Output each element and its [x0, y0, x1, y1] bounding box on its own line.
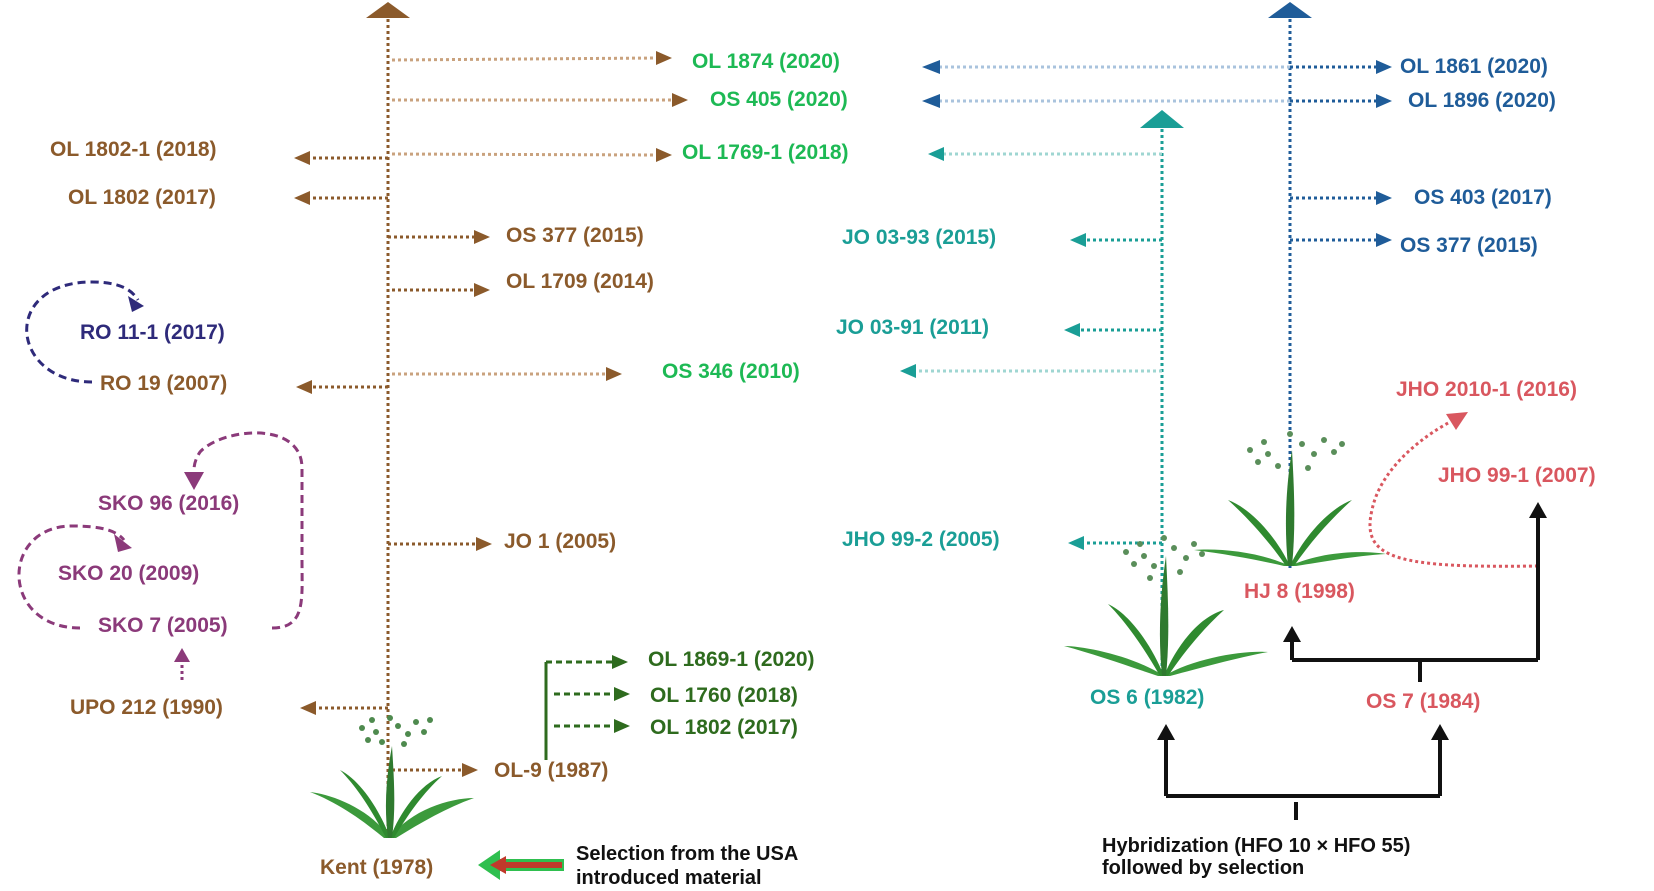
arrow-head-icon	[656, 51, 672, 65]
arrow-head-icon	[128, 296, 144, 312]
label-ol1874: OL 1874 (2020)	[692, 50, 840, 73]
label-jo03-93: JO 03-93 (2015)	[842, 226, 996, 249]
variety-labels: Kent (1978) OL-9 (1987) OL 1869-1 (2020)…	[50, 50, 1596, 879]
arrow-head-icon	[114, 534, 132, 552]
hj8-oat-plant-icon	[1194, 431, 1386, 566]
label-jho2010-1: JHO 2010-1 (2016)	[1396, 378, 1577, 401]
label-jho99-1: JHO 99-1 (2007)	[1438, 464, 1596, 487]
label-ol1709: OL 1709 (2014)	[506, 270, 654, 293]
arrow-head-icon	[606, 367, 622, 381]
arrow-head-icon	[612, 655, 628, 669]
label-kent: Kent (1978)	[320, 856, 433, 879]
arrow-head-icon	[184, 472, 204, 490]
label-os6: OS 6 (1982)	[1090, 686, 1204, 709]
arrow-head-icon	[294, 191, 310, 205]
selection-arrow-head-icon	[478, 850, 500, 880]
label-ol1769-1: OL 1769-1 (2018)	[682, 141, 849, 164]
label-jho99-2: JHO 99-2 (2005)	[842, 528, 1000, 551]
label-sko7: SKO 7 (2005)	[98, 614, 228, 637]
arrow-head-icon	[922, 60, 940, 74]
label-ol1802-1: OL 1802-1 (2018)	[50, 138, 217, 161]
arrow-head-icon	[300, 701, 316, 715]
arrow-head-icon	[1070, 233, 1086, 247]
label-ol1861: OL 1861 (2020)	[1400, 55, 1548, 78]
kent-oat-plant-icon	[310, 715, 474, 838]
hj8-trunk-arrow-head-icon	[1268, 2, 1312, 18]
label-os346: OS 346 (2010)	[662, 360, 800, 383]
arrow-head-icon	[462, 763, 478, 777]
arrow-head-icon	[614, 719, 630, 733]
label-os377-blue: OS 377 (2015)	[1400, 234, 1538, 257]
label-ol1869-1: OL 1869-1 (2020)	[648, 648, 815, 671]
arrow-head-icon	[296, 380, 312, 394]
notes: Selection from the USA introduced materi…	[576, 835, 1410, 889]
label-jo1: JO 1 (2005)	[504, 530, 616, 553]
arrow-head-icon	[1529, 502, 1547, 518]
arrow-head-icon	[614, 687, 630, 701]
label-sko20: SKO 20 (2009)	[58, 562, 199, 585]
label-ol1802: OL 1802 (2017)	[68, 186, 216, 209]
label-ol9: OL-9 (1987)	[494, 759, 608, 782]
arrow-head-icon	[900, 364, 916, 378]
arrow-head-icon	[474, 230, 490, 244]
label-sko96: SKO 96 (2016)	[98, 492, 239, 515]
arrow-head-icon	[928, 147, 944, 161]
arrow-head-icon	[294, 151, 310, 165]
arrow-head-icon	[1064, 323, 1080, 337]
arrow-head-icon	[1283, 626, 1301, 642]
label-hj8: HJ 8 (1998)	[1244, 580, 1355, 603]
arrow-head-icon	[1376, 94, 1392, 108]
os6-oat-plant-icon	[1064, 535, 1268, 676]
label-jo03-91: JO 03-91 (2011)	[836, 316, 989, 339]
arrow-head-icon	[656, 148, 672, 162]
label-ro19: RO 19 (2007)	[100, 372, 227, 395]
arrow-head-icon	[1157, 724, 1175, 740]
note-selection-line2: introduced material	[576, 867, 762, 889]
arrow-head-icon	[1376, 191, 1392, 205]
os6-trunk-arrow-head-icon	[1140, 110, 1184, 128]
note-hybrid-line1: Hybridization (HFO 10 × HFO 55)	[1102, 835, 1410, 857]
arrow-head-icon	[1376, 60, 1392, 74]
arrow-head-icon	[1068, 536, 1084, 550]
arrow-head-icon	[1431, 724, 1449, 740]
label-ol1802-darkgreen: OL 1802 (2017)	[650, 716, 798, 739]
arrow-head-icon	[672, 93, 688, 107]
arrow-head-icon	[922, 94, 940, 108]
arrow-head-icon	[1376, 233, 1392, 247]
arrow-head-icon	[474, 283, 490, 297]
note-selection-line1: Selection from the USA	[576, 843, 798, 865]
label-os403: OS 403 (2017)	[1414, 186, 1552, 209]
arrow-head-icon	[1446, 412, 1468, 430]
label-ol1760: OL 1760 (2018)	[650, 684, 798, 707]
label-os405: OS 405 (2020)	[710, 88, 848, 111]
note-hybrid-line2: followed by selection	[1102, 857, 1304, 879]
label-ol1896: OL 1896 (2020)	[1408, 89, 1556, 112]
kent-trunk-arrow-head-icon	[366, 2, 410, 18]
arrow-head-icon	[174, 648, 190, 662]
arrow-head-icon	[476, 537, 492, 551]
label-upo212: UPO 212 (1990)	[70, 696, 223, 719]
label-ro11-1: RO 11-1 (2017)	[80, 321, 225, 344]
label-os7: OS 7 (1984)	[1366, 690, 1480, 713]
connector-lines	[17, 2, 1547, 880]
label-os377-brown: OS 377 (2015)	[506, 224, 644, 247]
